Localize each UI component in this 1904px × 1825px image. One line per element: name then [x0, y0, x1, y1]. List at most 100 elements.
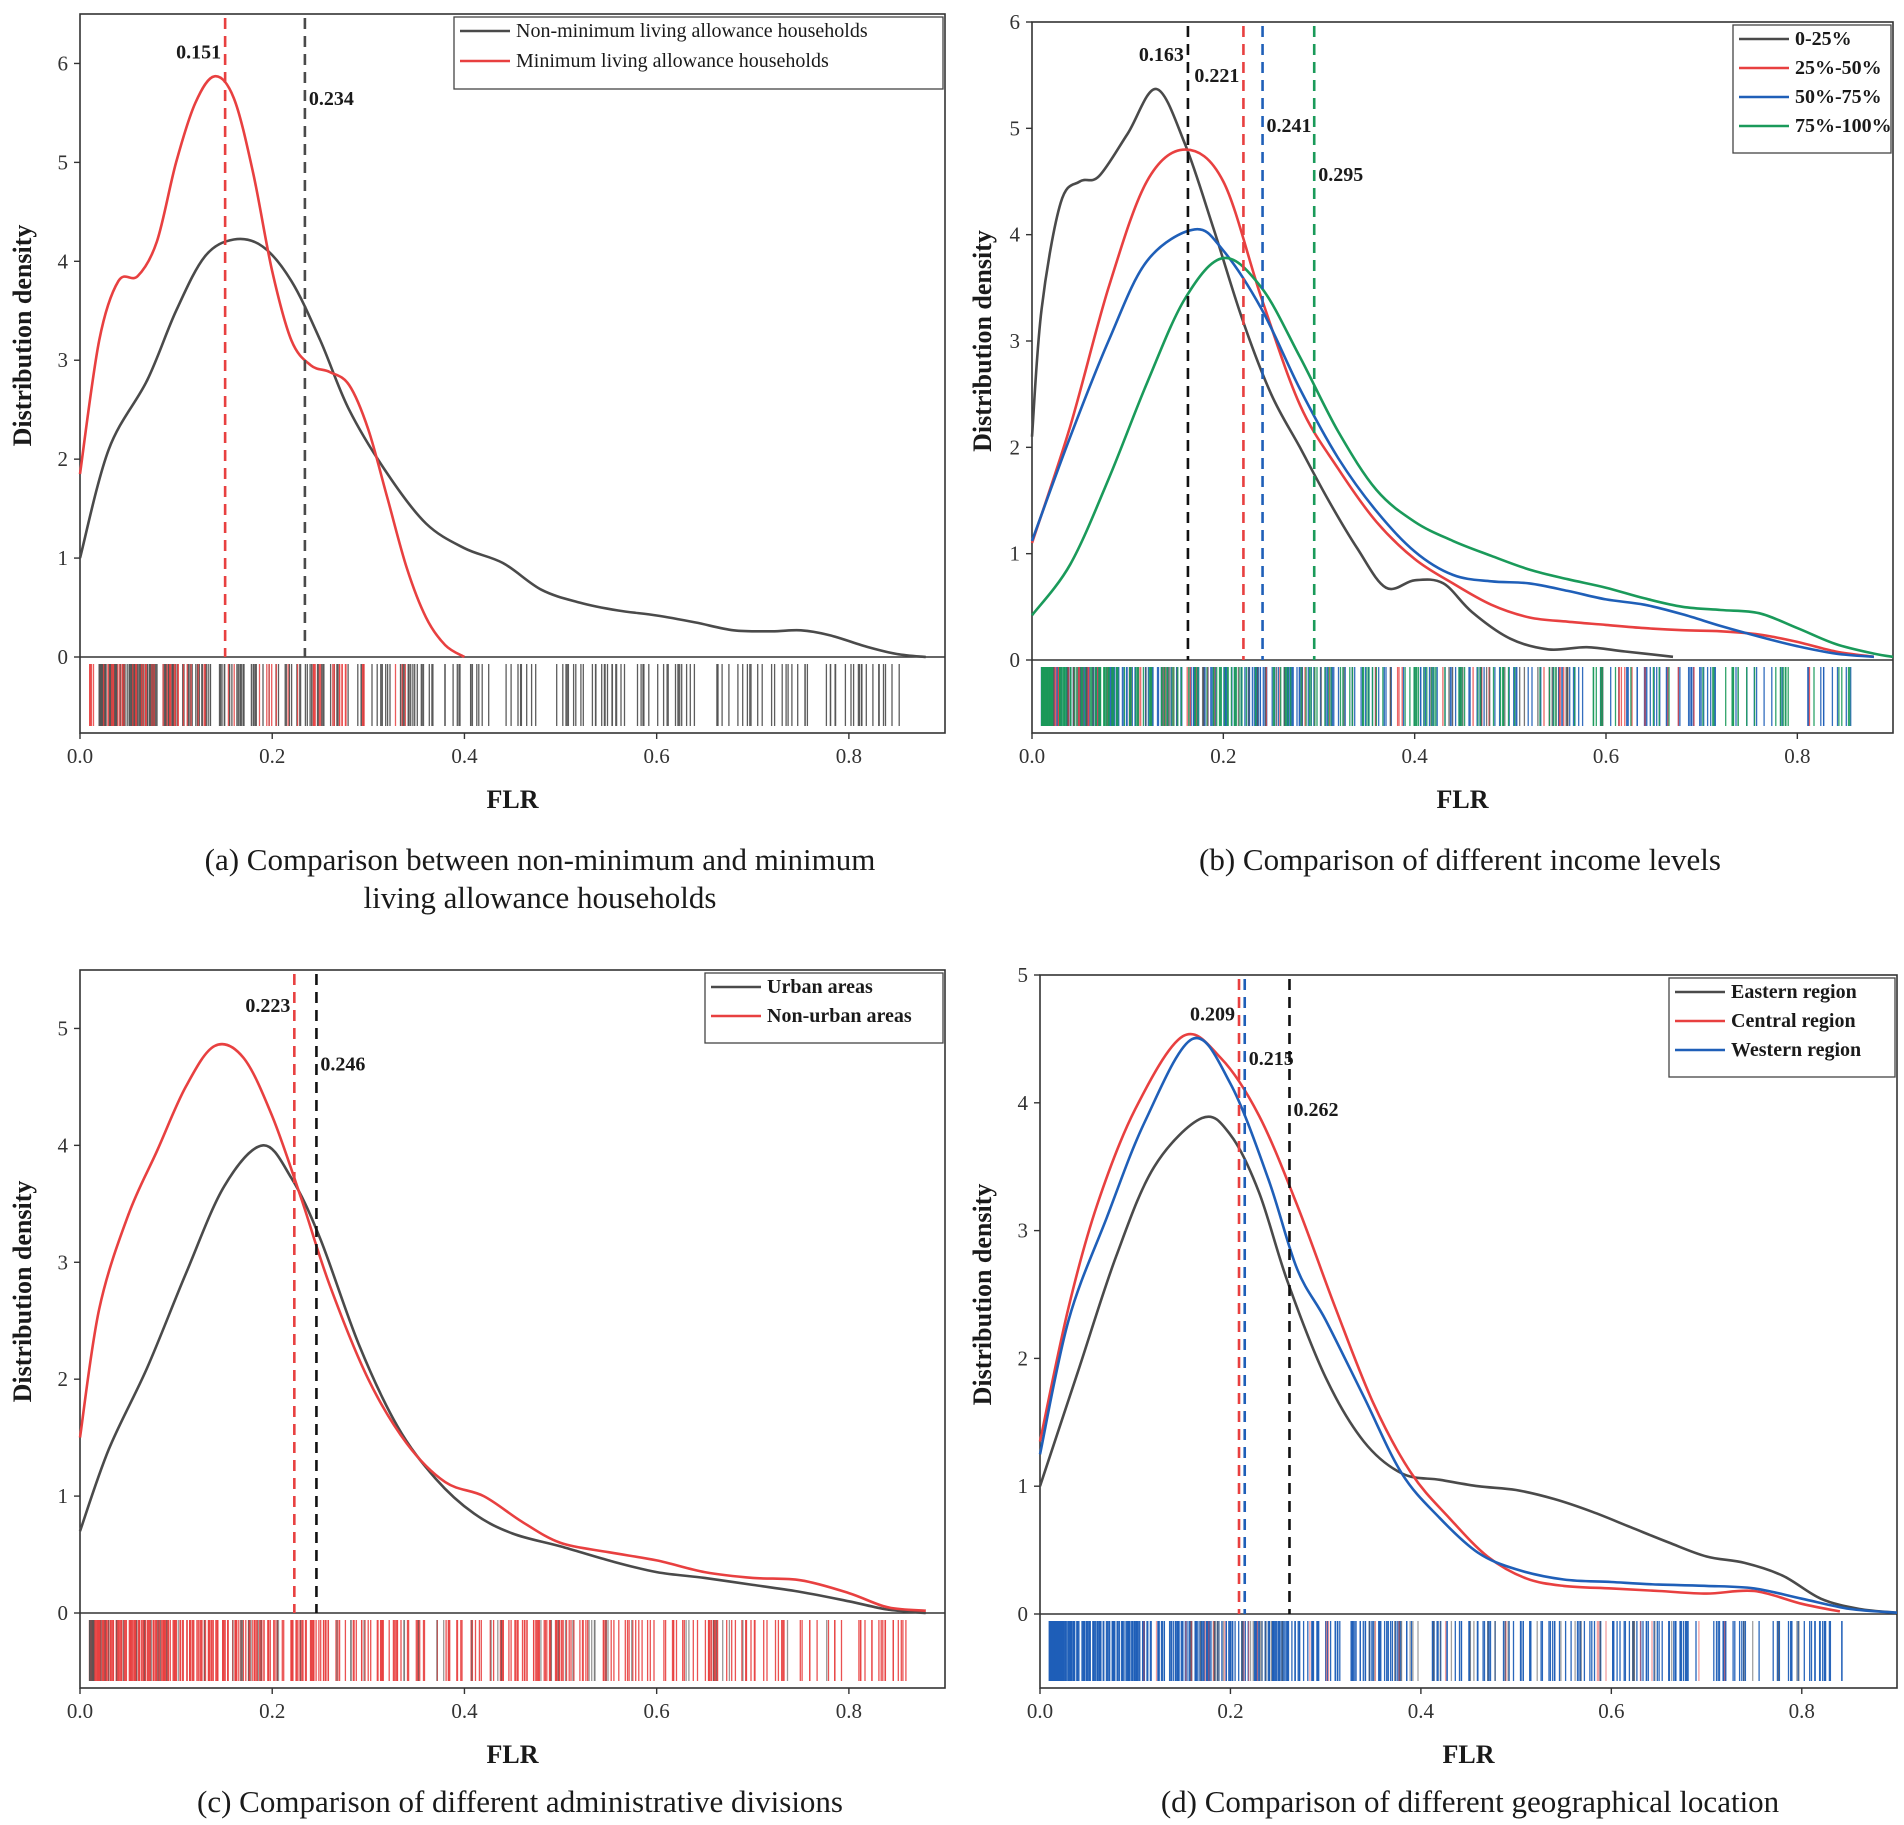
y-tick-label: 0: [1018, 1602, 1029, 1626]
y-tick-label: 3: [58, 1250, 69, 1274]
mean-label-1: 0.234: [309, 88, 354, 110]
x-tick-label: 0.8: [1784, 744, 1810, 768]
mean-label-0: 0.223: [245, 995, 290, 1017]
chart-panel-d: 0 1 2 3 4 5 0.0 0.2 0.4 0.6 0.8 FLR Distribution den…: [968, 963, 1898, 1819]
legend-box: [1732, 24, 1892, 154]
x-tick-label: 0.8: [1789, 1699, 1815, 1723]
legend-label-3: 75%-100%: [1795, 115, 1892, 137]
y-axis-label: Distribution density: [968, 230, 997, 452]
legend: Eastern region Central region Western regi…: [1668, 977, 1896, 1078]
plot-frame: [1031, 21, 1894, 734]
legend-box: [453, 16, 944, 90]
y-tick-label: 4: [58, 249, 69, 273]
y-tick-label: 4: [58, 1133, 69, 1157]
y-tick-label: 6: [58, 51, 69, 75]
legend-label-2: Western region: [1731, 1039, 1861, 1061]
density-curve-0: [1030, 87, 1674, 659]
y-tick-label: 6: [1010, 10, 1021, 34]
density-curve-1: [1038, 1032, 1841, 1613]
density-curve-1: [78, 1042, 926, 1612]
y-tick-label: 4: [1010, 223, 1021, 247]
mean-label-1: 0.215: [1249, 1048, 1294, 1070]
y-tick-label: 5: [58, 1016, 69, 1040]
legend: Urban areas Non-urban areas: [704, 972, 944, 1044]
x-tick-label: 0.2: [259, 744, 285, 768]
y-tick-label: 1: [58, 1484, 69, 1508]
y-tick-label: 2: [58, 1367, 69, 1391]
x-axis-label: FLR: [487, 785, 539, 814]
caption-line-0: (d) Comparison of different geographical…: [1161, 1784, 1780, 1819]
plot-frame: [1039, 974, 1898, 1689]
caption-line-1: living allowance households: [364, 880, 717, 915]
y-axis-label: Distribution density: [8, 225, 37, 447]
chart-panel-b: 0 1 2 3 4 5 6 0.0 0.2 0.4 0.6 0.8 FLR Distribution de…: [968, 10, 1894, 877]
mean-label-0: 0.151: [176, 42, 221, 64]
legend: 0-25% 25%-50% 50%-75% 75%-100%: [1732, 24, 1892, 154]
mean-label-0: 0.163: [1139, 44, 1184, 66]
plot-frame: [79, 13, 946, 734]
x-tick-label: 0.6: [1598, 1699, 1624, 1723]
y-tick-label: 4: [1018, 1091, 1029, 1115]
x-axis-label: FLR: [1443, 1740, 1495, 1769]
x-axis-label: FLR: [487, 1740, 539, 1769]
density-curves: [1038, 1032, 1898, 1614]
rug-plot: [1040, 667, 1852, 726]
legend-label-0: Eastern region: [1731, 981, 1857, 1003]
legend-label-0: 0-25%: [1795, 28, 1852, 50]
mean-label-3: 0.295: [1318, 164, 1363, 186]
legend-label-1: Non-urban areas: [767, 1005, 912, 1027]
x-tick-label: 0.0: [67, 744, 93, 768]
plot-frame: [79, 969, 946, 1689]
rug-plot: [88, 1620, 907, 1681]
chart-panel-c: 0 1 2 3 4 5 0.0 0.2 0.4 0.6 0.8 FLR Distribution den…: [8, 969, 946, 1819]
legend-label-1: Central region: [1731, 1010, 1856, 1032]
legend-label-0: Non-minimum living allowance households: [516, 20, 868, 42]
y-tick-label: 3: [58, 348, 69, 372]
density-curves: [78, 74, 926, 659]
y-tick-label: 5: [1010, 116, 1021, 140]
y-tick-label: 5: [1018, 963, 1029, 987]
x-tick-label: 0.2: [1217, 1699, 1243, 1723]
density-curve-0: [78, 1144, 926, 1615]
y-axis-label: Distribution density: [8, 1181, 37, 1403]
caption-line-0: (c) Comparison of different administrati…: [197, 1784, 843, 1819]
mean-label-0: 0.209: [1190, 1003, 1235, 1025]
density-curves: [78, 1042, 926, 1615]
legend-label-1: 25%-50%: [1795, 57, 1882, 79]
x-tick-label: 0.4: [1408, 1699, 1435, 1723]
y-tick-label: 2: [58, 447, 69, 471]
y-tick-label: 0: [58, 645, 69, 669]
x-tick-label: 0.6: [644, 744, 670, 768]
legend-box: [1668, 977, 1896, 1078]
mean-label-2: 0.262: [1293, 1099, 1338, 1121]
x-tick-label: 0.8: [836, 1699, 862, 1723]
caption-line-0: (a) Comparison between non-minimum and m…: [205, 842, 876, 877]
y-tick-label: 3: [1010, 329, 1021, 353]
y-tick-label: 1: [58, 546, 69, 570]
mean-label-2: 0.241: [1267, 115, 1312, 137]
x-tick-label: 0.8: [836, 744, 862, 768]
density-curves: [1030, 87, 1894, 659]
x-tick-label: 0.2: [1210, 744, 1236, 768]
y-tick-label: 2: [1018, 1346, 1029, 1370]
density-curve-1: [78, 74, 466, 659]
y-tick-label: 5: [58, 150, 69, 174]
y-tick-label: 1: [1018, 1474, 1029, 1498]
y-tick-label: 1: [1010, 542, 1021, 566]
density-curve-2: [1030, 227, 1875, 659]
x-tick-label: 0.0: [1027, 1699, 1053, 1723]
density-curve-3: [1030, 256, 1894, 659]
density-curve-0: [78, 237, 926, 659]
rug-plot: [89, 664, 900, 726]
density-curve-1: [1030, 148, 1875, 659]
x-tick-label: 0.6: [644, 1699, 670, 1723]
x-tick-label: 0.4: [451, 744, 478, 768]
legend-box: [704, 972, 944, 1044]
x-tick-label: 0.4: [1402, 744, 1429, 768]
x-tick-label: 0.4: [451, 1699, 478, 1723]
density-curve-2: [1038, 1036, 1898, 1614]
y-tick-label: 0: [1010, 648, 1021, 672]
legend-label-1: Minimum living allowance households: [516, 50, 829, 72]
x-axis-label: FLR: [1437, 785, 1489, 814]
